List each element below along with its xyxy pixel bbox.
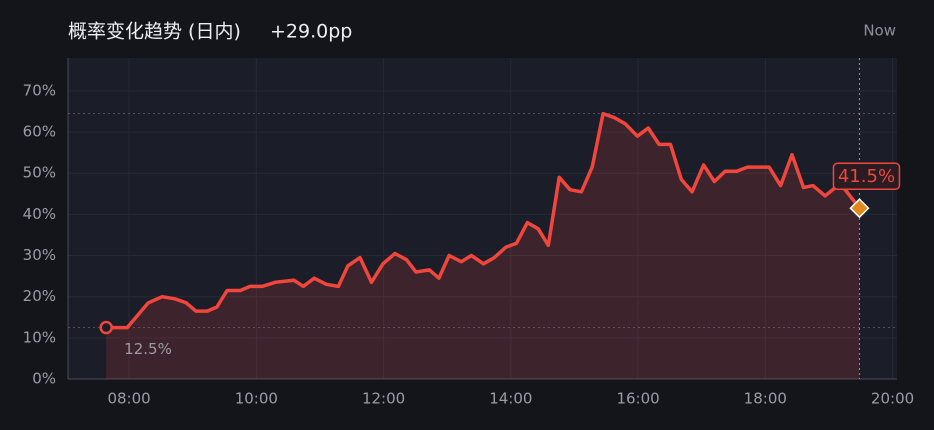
value-label: 41.5% xyxy=(838,166,895,187)
x-tick-label: 08:00 xyxy=(107,390,150,408)
y-tick-label: 70% xyxy=(23,81,56,99)
plot-area xyxy=(68,58,897,379)
now-label: Now xyxy=(863,22,896,40)
y-tick-label: 50% xyxy=(23,164,56,182)
x-tick-label: 10:00 xyxy=(235,390,278,408)
start-marker xyxy=(99,320,113,335)
line xyxy=(106,111,861,330)
x-tick-label: 20:00 xyxy=(871,390,914,408)
x-tick-label: 14:00 xyxy=(489,390,532,408)
value-label-box xyxy=(832,162,901,190)
x-tick-label: 16:00 xyxy=(616,390,659,408)
end-marker xyxy=(849,198,870,219)
y-tick-label: 20% xyxy=(23,287,56,305)
y-tick-label: 0% xyxy=(32,370,56,388)
y-tick-label: 30% xyxy=(23,246,56,264)
y-tick-label: 40% xyxy=(23,205,56,223)
y-tick-label: 10% xyxy=(23,328,56,346)
x-tick-label: 12:00 xyxy=(362,390,405,408)
area xyxy=(106,113,860,379)
value-label: 12.5% xyxy=(124,340,172,358)
change: +29.0pp xyxy=(270,21,352,43)
chart-title: 概率变化趋势 (日内) xyxy=(68,21,241,43)
y-tick-label: 60% xyxy=(23,123,56,141)
x-tick-label: 18:00 xyxy=(744,390,787,408)
